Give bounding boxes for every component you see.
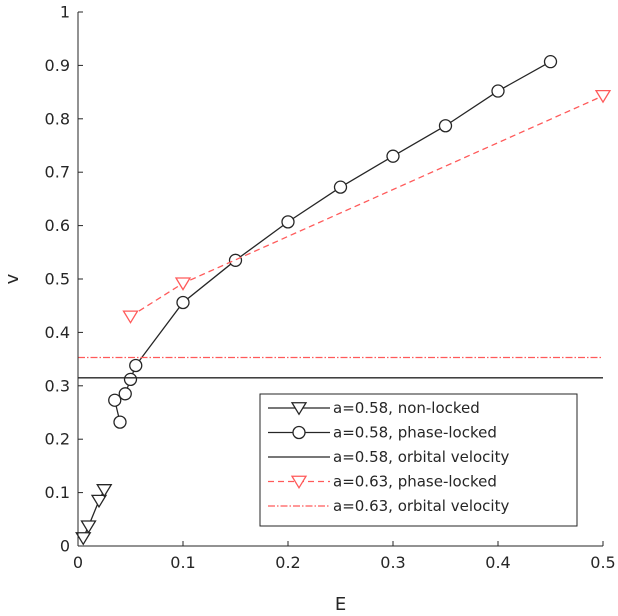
data-point <box>80 520 97 534</box>
legend-item: a=0.58, non-locked <box>268 399 480 417</box>
y-tick-label: 0.7 <box>45 163 70 182</box>
legend-swatch-marker <box>290 475 308 490</box>
series-1 <box>75 484 113 546</box>
x-tick-label: 0.4 <box>485 553 510 572</box>
y-tick-label: 0.3 <box>45 376 70 395</box>
axes-layer: 0 0.1 0.2 0.3 0.4 0.5 0.6 0.7 0.8 0.9 1 0 0.1 0.2 0.3 0… <box>2 3 616 616</box>
series-line <box>114 61 551 423</box>
legend-label: a=0.63, orbital velocity <box>333 497 509 515</box>
x-tick-label: 0.5 <box>590 553 615 572</box>
y-tick-label: 0.1 <box>45 483 70 502</box>
legend-item: a=0.58, phase-locked <box>268 424 497 442</box>
data-point <box>594 89 612 104</box>
data-point <box>174 277 192 291</box>
y-tick-label: 0 <box>60 537 70 556</box>
data-point <box>108 393 122 407</box>
series-2 <box>108 55 558 429</box>
x-tick-label: 0.3 <box>380 553 405 572</box>
series-line <box>130 95 604 317</box>
data-point <box>491 84 505 98</box>
y-axis-title: v <box>2 273 23 284</box>
legend-label: a=0.58, orbital velocity <box>333 448 509 466</box>
y-tick-label: 0.6 <box>45 216 70 235</box>
x-tick-label: 0 <box>73 553 83 572</box>
y-tick-label: 0.5 <box>45 270 70 289</box>
legend-box <box>259 393 578 527</box>
legend-item: a=0.63, phase-locked <box>268 473 497 491</box>
data-point <box>228 253 243 267</box>
legend-item: a=0.63, orbital velocity <box>268 497 509 515</box>
data-point <box>129 358 143 373</box>
legend-label: a=0.58, phase-locked <box>333 424 497 442</box>
data-point <box>333 180 348 194</box>
y-tick-label: 0.9 <box>45 56 70 75</box>
y-tick-label: 0.8 <box>45 109 70 128</box>
data-point <box>386 149 400 163</box>
data-point <box>123 372 138 387</box>
legend-label: a=0.58, non-locked <box>333 399 480 417</box>
data-point <box>122 310 139 324</box>
legend: a=0.58, non-locked a=0.58, phase-locked a=… <box>259 393 578 527</box>
x-tick-label: 0.2 <box>275 553 300 572</box>
data-point <box>176 295 190 310</box>
series-layer <box>75 55 612 546</box>
x-axis-title: E <box>335 594 346 615</box>
legend-swatch-marker <box>292 425 306 440</box>
y-tick-label: 1 <box>60 3 70 22</box>
data-point <box>113 415 127 429</box>
data-point <box>90 494 108 509</box>
y-tick-label: 0.2 <box>45 430 70 449</box>
legend-label: a=0.63, phase-locked <box>333 473 497 491</box>
series-4 <box>122 89 612 324</box>
data-point <box>438 119 453 133</box>
legend-item: a=0.58, orbital velocity <box>268 448 509 466</box>
y-tick-label: 0.4 <box>45 323 70 342</box>
data-point <box>96 484 113 498</box>
data-point <box>543 55 558 69</box>
legend-swatch-marker <box>290 402 308 416</box>
data-point <box>281 215 295 229</box>
x-tick-label: 0.1 <box>170 553 195 572</box>
data-point <box>75 532 92 546</box>
data-point <box>118 387 132 401</box>
